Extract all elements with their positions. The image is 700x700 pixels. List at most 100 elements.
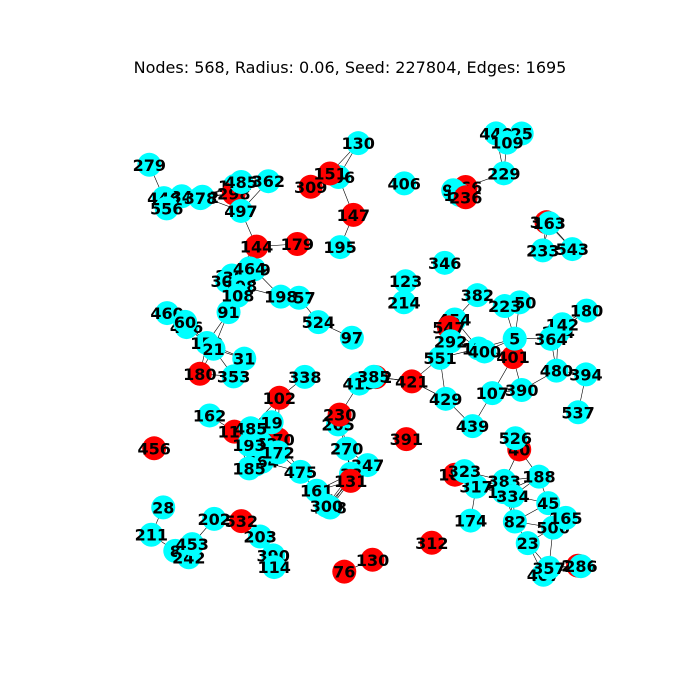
- graph-node: 185: [232, 456, 266, 481]
- graph-node-label: 480: [540, 362, 573, 381]
- graph-node: 346: [428, 250, 461, 275]
- graph-node: 162: [193, 403, 226, 428]
- graph-node-label: 185: [232, 459, 265, 478]
- graph-node: 144: [240, 234, 273, 259]
- graph-node: 214: [387, 290, 421, 315]
- graph-node-circle: [180, 532, 205, 557]
- graph-node-circle: [244, 234, 269, 259]
- graph-node-label: 174: [454, 512, 487, 531]
- graph-node-circle: [142, 436, 167, 461]
- graph-node-label: 195: [323, 238, 356, 257]
- graph-node: 362: [252, 169, 285, 194]
- graph-node: 180: [183, 361, 217, 386]
- graph-node-label: 60: [174, 313, 196, 332]
- graph-node-label: 543: [556, 240, 589, 259]
- graph-node-circle: [360, 547, 385, 572]
- graph-node-circle: [256, 169, 281, 194]
- graph-node-label: 45: [537, 494, 559, 513]
- graph-node-circle: [228, 198, 253, 223]
- graph-node: 406: [388, 171, 421, 196]
- graph-node: 236: [449, 185, 482, 210]
- graph-node-label: 188: [522, 468, 555, 487]
- graph-node-circle: [327, 402, 352, 427]
- graph-node: 401: [496, 345, 530, 370]
- graph-node-circle: [394, 427, 419, 452]
- graph-node-circle: [501, 345, 526, 370]
- graph-node-label: 123: [389, 272, 422, 291]
- graph-node-circle: [452, 459, 477, 484]
- graph-node-label: 91: [217, 303, 239, 322]
- graph-title: Nodes: 568, Radius: 0.06, Seed: 227804, …: [133, 58, 567, 77]
- graph-node: 229: [487, 161, 520, 186]
- graph-node-label: 82: [504, 512, 526, 531]
- graph-node-circle: [460, 414, 485, 439]
- graph-node-label: 406: [388, 174, 421, 193]
- graph-node-label: 537: [561, 403, 594, 422]
- graph-node-label: 223: [488, 297, 521, 316]
- graph-node-label: 179: [281, 235, 314, 254]
- graph-node-circle: [494, 130, 519, 155]
- graph-node-circle: [318, 161, 343, 186]
- graph-node: 312: [415, 530, 448, 555]
- graph-node-label: 439: [456, 417, 489, 436]
- graph-node-circle: [553, 505, 578, 530]
- graph-node-circle: [574, 298, 599, 323]
- graph-node-circle: [341, 202, 366, 227]
- graph-node: 526: [499, 426, 532, 451]
- graph-node: 270: [330, 436, 363, 461]
- graph-node-circle: [259, 410, 284, 435]
- graph-node-circle: [262, 555, 287, 580]
- graph-node-label: 131: [334, 472, 367, 491]
- graph-node-label: 130: [342, 134, 375, 153]
- graph-node: 338: [288, 364, 321, 389]
- graph-node: 130: [356, 547, 389, 572]
- graph-node: 102: [263, 385, 296, 410]
- graph-node: 556: [150, 196, 183, 221]
- graph-node: 76: [332, 559, 357, 584]
- graph-node-label: 108: [221, 287, 254, 306]
- graph-node: 28: [151, 495, 176, 520]
- graph-node-circle: [432, 250, 457, 275]
- graph-node: 202: [197, 506, 231, 531]
- graph-node: 485: [224, 169, 258, 194]
- graph-node-label: 97: [341, 329, 363, 348]
- graph-node-label: 286: [564, 557, 597, 576]
- graph-node-circle: [346, 131, 371, 156]
- graph-node-circle: [298, 174, 323, 199]
- graph-node-circle: [229, 169, 254, 194]
- graph-node: 130: [342, 131, 375, 156]
- graph-node-label: 334: [496, 487, 529, 506]
- graph-node-circle: [568, 554, 593, 579]
- graph-node-label: 357: [532, 559, 565, 578]
- graph-node: 439: [456, 414, 489, 439]
- graph-node-label: 453: [176, 535, 209, 554]
- graph-node-circle: [202, 506, 227, 531]
- graph-node-label: 292: [434, 332, 467, 351]
- graph-node: 524: [302, 310, 335, 335]
- graph-node: 400: [468, 339, 501, 364]
- graph-node-circle: [229, 509, 254, 534]
- graph-node-circle: [419, 530, 444, 555]
- graph-node-circle: [399, 369, 424, 394]
- graph-node-circle: [526, 464, 551, 489]
- graph-node-circle: [392, 171, 417, 196]
- graph-node-circle: [151, 495, 176, 520]
- graph-node-label: 270: [330, 440, 363, 459]
- graph-node-circle: [268, 284, 293, 309]
- graph-node: 543: [556, 237, 589, 262]
- graph-node-label: 394: [569, 365, 602, 384]
- graph-node-label: 391: [390, 430, 423, 449]
- graph-node-circle: [306, 310, 331, 335]
- graph-node-label: 524: [302, 313, 335, 332]
- graph-node-label: 346: [428, 254, 461, 273]
- graph-node: 109: [490, 130, 524, 155]
- graph-node-circle: [465, 283, 490, 308]
- graph-node-label: 172: [261, 443, 294, 462]
- graph-node-label: 362: [252, 172, 285, 191]
- graph-node-label: 485: [224, 173, 257, 192]
- graph-node: 390: [505, 377, 538, 402]
- graph-node-label: 198: [264, 288, 297, 307]
- graph-node: 233: [526, 238, 560, 263]
- graph-node-label: 203: [243, 528, 276, 547]
- graph-node: 464: [233, 256, 266, 281]
